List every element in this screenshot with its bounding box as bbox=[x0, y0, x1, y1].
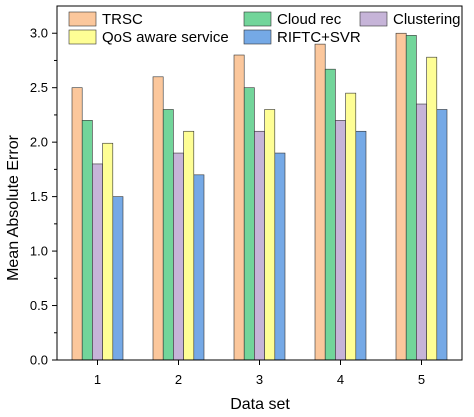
bar bbox=[436, 109, 448, 361]
legend-label: Cloud rec bbox=[277, 11, 342, 28]
x-tick-label: 5 bbox=[418, 372, 425, 387]
bar bbox=[92, 163, 103, 361]
x-axis-label: Data set bbox=[230, 396, 290, 413]
bar bbox=[324, 68, 336, 361]
bar bbox=[405, 35, 417, 361]
legend-label: TRSC bbox=[102, 11, 143, 28]
bar bbox=[71, 87, 83, 361]
legend-swatch bbox=[243, 29, 272, 45]
y-tick-label: 0.5 bbox=[30, 298, 48, 313]
bar bbox=[183, 130, 195, 361]
bar bbox=[162, 109, 174, 361]
bar bbox=[243, 87, 255, 361]
axes-layer: 0.0 0.5 1.0 1.5 2.0 2.5 3.0 1 2 3 4 5 bbox=[30, 5, 463, 387]
bar bbox=[345, 92, 357, 361]
bar bbox=[102, 142, 114, 361]
bar bbox=[274, 152, 286, 361]
legend-label: RIFTC+SVR bbox=[277, 29, 361, 46]
bar bbox=[112, 196, 124, 361]
y-tick-label: 2.0 bbox=[30, 135, 48, 150]
bar bbox=[264, 109, 276, 361]
bar bbox=[233, 54, 245, 361]
legend-swatch bbox=[68, 11, 97, 27]
bar bbox=[254, 130, 265, 361]
y-tick-label: 3.0 bbox=[30, 26, 48, 41]
x-tick-label: 2 bbox=[175, 372, 182, 387]
y-axis-label: Mean Absolute Error bbox=[5, 134, 22, 281]
legend-swatch bbox=[68, 29, 97, 45]
bar bbox=[314, 43, 326, 361]
legend-label: QoS aware service bbox=[102, 29, 229, 46]
bar bbox=[173, 152, 184, 361]
y-tick-label: 1.5 bbox=[30, 189, 48, 204]
y-tick-label: 1.0 bbox=[30, 244, 48, 259]
legend-label: Clustering bbox=[393, 11, 461, 28]
bar bbox=[395, 32, 407, 361]
bar bbox=[335, 120, 346, 361]
legend: TRSC Cloud rec Clustering QoS aware service… bbox=[68, 11, 461, 46]
bar bbox=[81, 120, 93, 361]
x-tick-label: 4 bbox=[337, 372, 344, 387]
legend-swatch bbox=[243, 11, 272, 27]
y-tick-label: 0.0 bbox=[30, 353, 48, 368]
bar bbox=[193, 174, 205, 361]
legend-swatch bbox=[359, 11, 388, 27]
y-tick-label: 2.5 bbox=[30, 80, 48, 95]
x-tick-label: 1 bbox=[94, 372, 101, 387]
bar bbox=[355, 130, 367, 361]
bar bbox=[426, 56, 438, 361]
bars-layer bbox=[71, 32, 448, 361]
x-tick-label: 3 bbox=[256, 372, 263, 387]
bar bbox=[152, 76, 164, 361]
bar bbox=[416, 103, 427, 361]
